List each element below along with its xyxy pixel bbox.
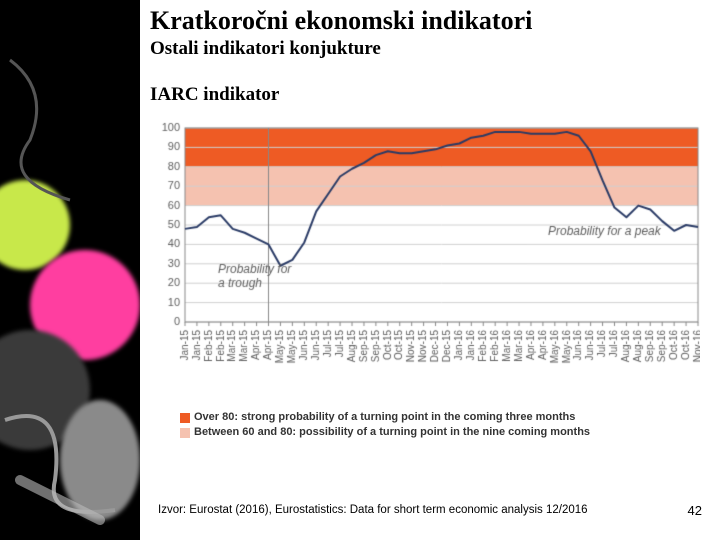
side-decoration <box>0 0 140 540</box>
chart-legend: Over 80: strong probability of a turning… <box>180 410 590 441</box>
source-text: Izvor: Eurostat (2016), Eurostatistics: … <box>158 504 588 516</box>
page-number: 42 <box>688 503 702 518</box>
legend-item-2: Between 60 and 80: possibility of a turn… <box>180 425 590 440</box>
page-subtitle: Ostali indikatori konjukture <box>150 38 708 60</box>
legend-swatch-1 <box>180 413 190 423</box>
legend-swatch-2 <box>180 428 190 438</box>
page-title: Kratkoročni ekonomski indikatori <box>150 6 708 36</box>
chart-title: IARC indikator <box>150 84 708 106</box>
legend-text-1: Over 80: strong probability of a turning… <box>194 410 575 425</box>
legend-text-2: Between 60 and 80: possibility of a turn… <box>194 425 590 440</box>
iarc-chart <box>150 122 700 402</box>
legend-item-1: Over 80: strong probability of a turning… <box>180 410 590 425</box>
chalk-scribble <box>0 0 140 540</box>
